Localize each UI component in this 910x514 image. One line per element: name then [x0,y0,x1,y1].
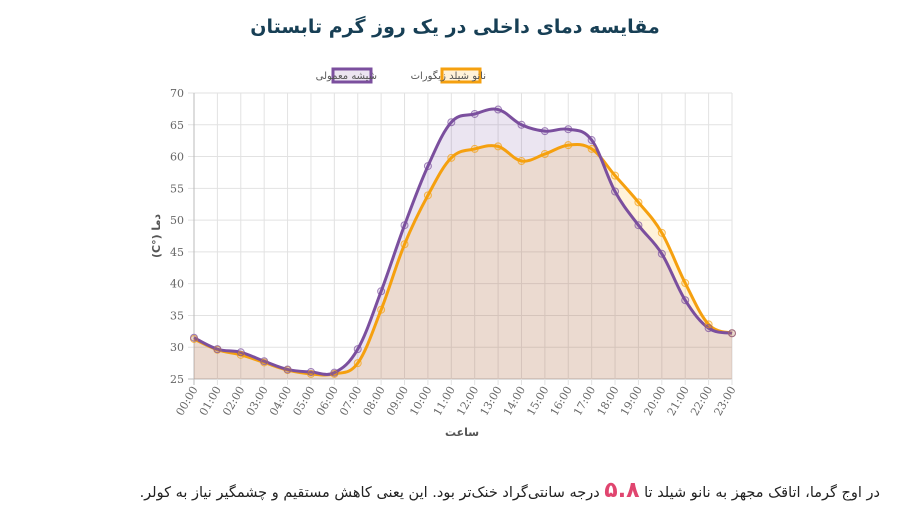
x-tick-label: 16:00 [548,384,575,418]
x-tick-label: 20:00 [641,384,668,418]
y-axis-ticks: 25 30 35 40 45 50 55 60 65 70 [170,87,184,386]
area-regular [194,109,732,380]
note-text-before: در اوج گرما، اتاقک مجهز به نانو شیلد تا [639,485,880,501]
data-point-nano [423,191,432,200]
x-tick-label: 06:00 [314,384,341,418]
y-tick-label: 25 [170,373,184,386]
grid [188,92,733,385]
data-point-nano [517,157,526,166]
x-tick-label: 01:00 [197,384,224,418]
data-point-regular [213,345,222,354]
series-lines [193,107,733,377]
y-axis-label: دما (°C) [150,214,163,258]
x-axis-ticks: 00:0001:0002:0003:0004:0005:0006:0007:00… [173,384,738,418]
data-point-nano [236,350,245,359]
series-areas [194,109,732,380]
line-regular [193,107,733,376]
y-tick-label: 60 [170,151,184,164]
x-tick-label: 00:00 [173,384,200,418]
data-point-nano [681,279,690,288]
y-tick-label: 45 [170,246,184,259]
x-tick-label: 19:00 [618,384,645,418]
y-tick-label: 50 [170,214,184,227]
data-point-nano [400,240,409,249]
data-point-regular [704,324,713,333]
data-point-regular [260,357,269,366]
data-point-nano [657,228,666,237]
data-point-nano [494,142,503,151]
legend-swatch-nano [440,67,482,84]
y-tick-label: 70 [170,87,184,100]
x-tick-label: 07:00 [337,384,364,418]
data-point-regular [540,127,549,136]
data-point-regular [447,118,456,127]
x-tick-label: 18:00 [595,384,622,418]
data-point-regular [657,249,666,258]
data-point-regular [236,348,245,357]
y-tick-label: 30 [170,341,184,354]
legend-item-nano[interactable]: نانو شیلد زیگورات [411,67,486,84]
x-tick-label: 15:00 [524,384,551,418]
data-point-regular [587,136,596,145]
x-tick-label: 22:00 [688,384,715,418]
data-point-regular [353,345,362,354]
data-point-regular [423,162,432,171]
x-axis-label: ساعت [445,426,479,439]
data-point-regular [330,368,339,377]
x-tick-label: 11:00 [431,384,458,418]
data-point-regular [283,365,292,374]
x-tick-label: 03:00 [244,384,271,418]
data-point-regular [564,125,573,134]
area-nano [194,144,732,379]
data-point-regular [306,368,315,377]
data-point-regular [611,187,620,196]
data-point-nano [611,171,620,180]
legend-label-nano: نانو شیلد زیگورات [411,70,486,82]
data-point-regular [634,221,643,230]
data-point-regular [517,120,526,129]
data-point-nano [587,144,596,153]
summary-note: در اوج گرما، اتاقک مجهز به نانو شیلد تا … [140,478,880,503]
x-tick-label: 08:00 [361,384,388,418]
x-tick-label: 13:00 [478,384,505,418]
data-point-regular [400,221,409,230]
data-point-regular [494,105,503,114]
note-text-after: درجه سانتی‌گراد خنک‌تر بود. این یعنی کاه… [139,485,605,501]
x-tick-label: 12:00 [454,384,481,418]
data-point-nano [470,144,479,153]
note-highlight-value: ۵.۸ [604,478,640,503]
x-tick-label: 09:00 [384,384,411,418]
data-point-nano [353,359,362,368]
y-tick-label: 65 [170,119,184,132]
x-tick-label: 14:00 [501,384,528,418]
x-tick-label: 02:00 [220,384,247,418]
x-tick-label: 23:00 [711,384,738,418]
legend-swatch-regular [331,67,373,84]
data-point-regular [728,329,736,338]
x-tick-label: 17:00 [571,384,598,418]
y-tick-label: 40 [170,278,184,291]
data-point-nano [564,141,573,150]
data-point-regular [377,287,386,296]
data-point-nano [540,150,549,159]
legend-item-regular[interactable]: شیشه معمولی [316,67,377,84]
x-tick-label: 10:00 [407,384,434,418]
data-point-regular [681,296,690,305]
chart-title: مقایسه دمای داخلی در یک روز گرم تابستان [250,16,660,38]
y-tick-label: 55 [170,182,184,195]
data-point-regular [190,333,198,342]
data-point-nano [377,305,386,314]
x-tick-label: 04:00 [267,384,294,418]
data-point-nano [634,198,643,207]
series-points [190,105,736,378]
data-point-nano [447,153,456,162]
legend-label-regular: شیشه معمولی [316,71,377,82]
y-tick-label: 35 [170,309,184,322]
x-tick-label: 21:00 [665,384,692,418]
data-point-regular [470,109,479,118]
x-tick-label: 05:00 [290,384,317,418]
